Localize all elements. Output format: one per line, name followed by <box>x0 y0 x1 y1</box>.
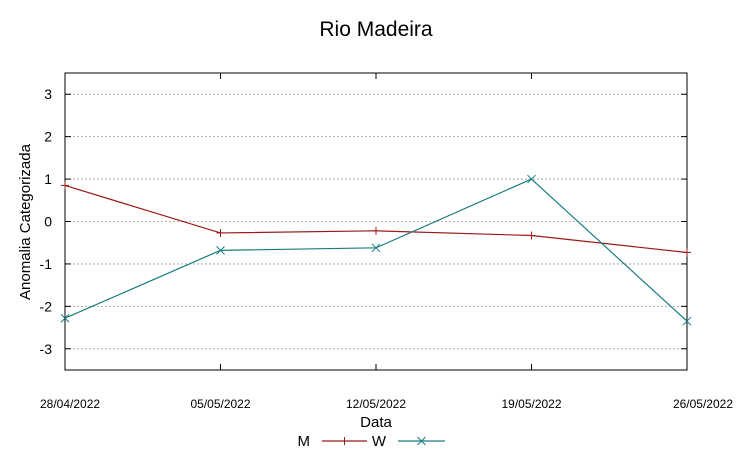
y-tick-label: 0 <box>44 214 52 230</box>
y-tick-label: -3 <box>40 341 53 357</box>
series-line-W <box>64 178 688 322</box>
series-layer <box>60 174 692 326</box>
legend-label: W <box>372 433 387 450</box>
data-point-W <box>60 313 70 323</box>
x-tick-label: 05/05/2022 <box>190 397 250 411</box>
y-tick-label: -2 <box>40 298 53 314</box>
legend-label: M <box>298 433 311 450</box>
data-point-W <box>371 243 381 253</box>
gridlines <box>65 93 687 350</box>
x-tick-label: 26/05/2022 <box>673 397 733 411</box>
y-axis-ticks: 3 2 1 0 -1 -2 -3 <box>40 86 687 357</box>
x-tick-label: 12/05/2022 <box>346 397 406 411</box>
y-axis-label: Anomalia Categorizada <box>17 143 34 300</box>
y-tick-label: 1 <box>44 171 52 187</box>
data-point-W <box>682 316 692 326</box>
legend-marker <box>340 437 349 445</box>
x-tick-label: 28/04/2022 <box>40 397 100 411</box>
data-point-M <box>216 228 225 237</box>
data-point-M <box>61 181 69 190</box>
y-tick-label: -1 <box>40 256 53 272</box>
data-point-W <box>527 174 536 184</box>
legend-item-M: M <box>298 433 367 450</box>
chart-title: Rio Madeira <box>319 18 433 41</box>
y-tick-label: 2 <box>44 129 52 145</box>
x-axis-ticks: 28/04/2022 05/05/2022 12/05/2022 19/05/2022… <box>40 73 733 411</box>
x-axis-label: Data <box>360 414 392 431</box>
series-line-M <box>64 184 688 254</box>
x-tick-label: 19/05/2022 <box>501 397 561 411</box>
legend-item-W: W <box>372 433 445 450</box>
series-M <box>61 181 691 257</box>
series-W <box>60 174 692 326</box>
data-point-M <box>527 231 536 240</box>
data-point-W <box>216 245 225 255</box>
legend-marker <box>417 436 426 446</box>
data-point-M <box>683 248 691 257</box>
data-point-M <box>372 226 380 235</box>
y-tick-label: 3 <box>44 86 52 102</box>
